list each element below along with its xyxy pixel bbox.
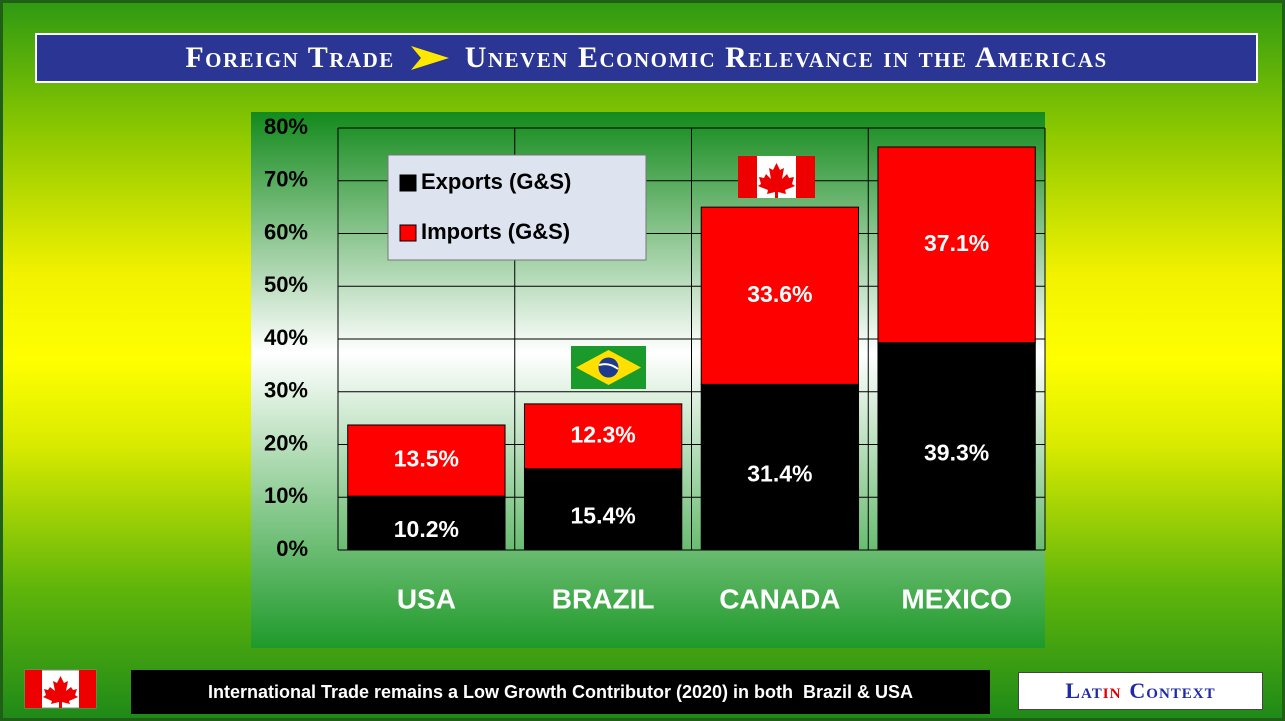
badge: Lat in Context bbox=[1018, 672, 1263, 710]
bar-segment bbox=[347, 424, 506, 497]
value-label: 39.3% bbox=[924, 439, 989, 465]
title-banner: Foreign Trade Uneven Economic Relevance … bbox=[35, 33, 1258, 83]
badge-part: in bbox=[1102, 678, 1122, 703]
value-label: 13.5% bbox=[394, 446, 459, 472]
value-label: 33.6% bbox=[747, 281, 812, 307]
canada-flag bbox=[738, 156, 815, 198]
title-arrow bbox=[410, 46, 449, 70]
x-tick-label: USA bbox=[397, 583, 456, 614]
bar-segment bbox=[523, 403, 683, 470]
legend-swatch bbox=[399, 224, 417, 242]
y-tick-label: 50% bbox=[264, 272, 308, 297]
y-tick-label: 70% bbox=[264, 167, 308, 192]
legend: Exports (G&S) Imports (G&S) bbox=[387, 154, 647, 261]
legend-label: Imports (G&S) bbox=[421, 219, 570, 244]
y-tick-label: 20% bbox=[264, 430, 308, 455]
title-left: Foreign Trade bbox=[185, 41, 395, 74]
x-tick-label: MEXICO bbox=[901, 583, 1011, 614]
badge-part: Context bbox=[1129, 678, 1216, 703]
canada-flag-small bbox=[24, 669, 97, 709]
legend-swatch bbox=[399, 174, 417, 192]
y-tick-label: 60% bbox=[264, 219, 308, 244]
chart: 0% 10% 20% 30% 40% 50% 60% 70% 80% 10.2% 13.5% USA 1… bbox=[24, 112, 1046, 709]
value-label: 31.4% bbox=[747, 460, 812, 486]
brazil-flag bbox=[571, 346, 646, 389]
y-tick-label: 80% bbox=[264, 114, 308, 139]
y-tick-label: 40% bbox=[264, 325, 308, 350]
bar-segment bbox=[347, 495, 506, 551]
badge-part: Lat bbox=[1065, 678, 1103, 703]
value-label: 15.4% bbox=[571, 502, 636, 528]
bar-segment bbox=[700, 206, 860, 385]
y-tick-label: 0% bbox=[276, 536, 308, 561]
title-right: Uneven Economic Relevance in the America… bbox=[464, 41, 1108, 74]
value-label: 37.1% bbox=[924, 230, 989, 256]
x-tick-label: CANADA bbox=[719, 583, 840, 614]
bar-segment bbox=[877, 146, 1036, 344]
y-tick-label: 30% bbox=[264, 378, 308, 403]
bar-segment bbox=[523, 468, 683, 551]
legend-label: Exports (G&S) bbox=[421, 169, 571, 194]
footer-note: International Trade remains a Low Growth… bbox=[131, 670, 990, 714]
value-label: 10.2% bbox=[394, 516, 459, 542]
y-tick-label: 10% bbox=[264, 483, 308, 508]
legend-box bbox=[387, 154, 647, 261]
x-tick-label: BRAZIL bbox=[552, 583, 655, 614]
value-label: 12.3% bbox=[571, 421, 636, 447]
bar-segment bbox=[700, 383, 860, 551]
